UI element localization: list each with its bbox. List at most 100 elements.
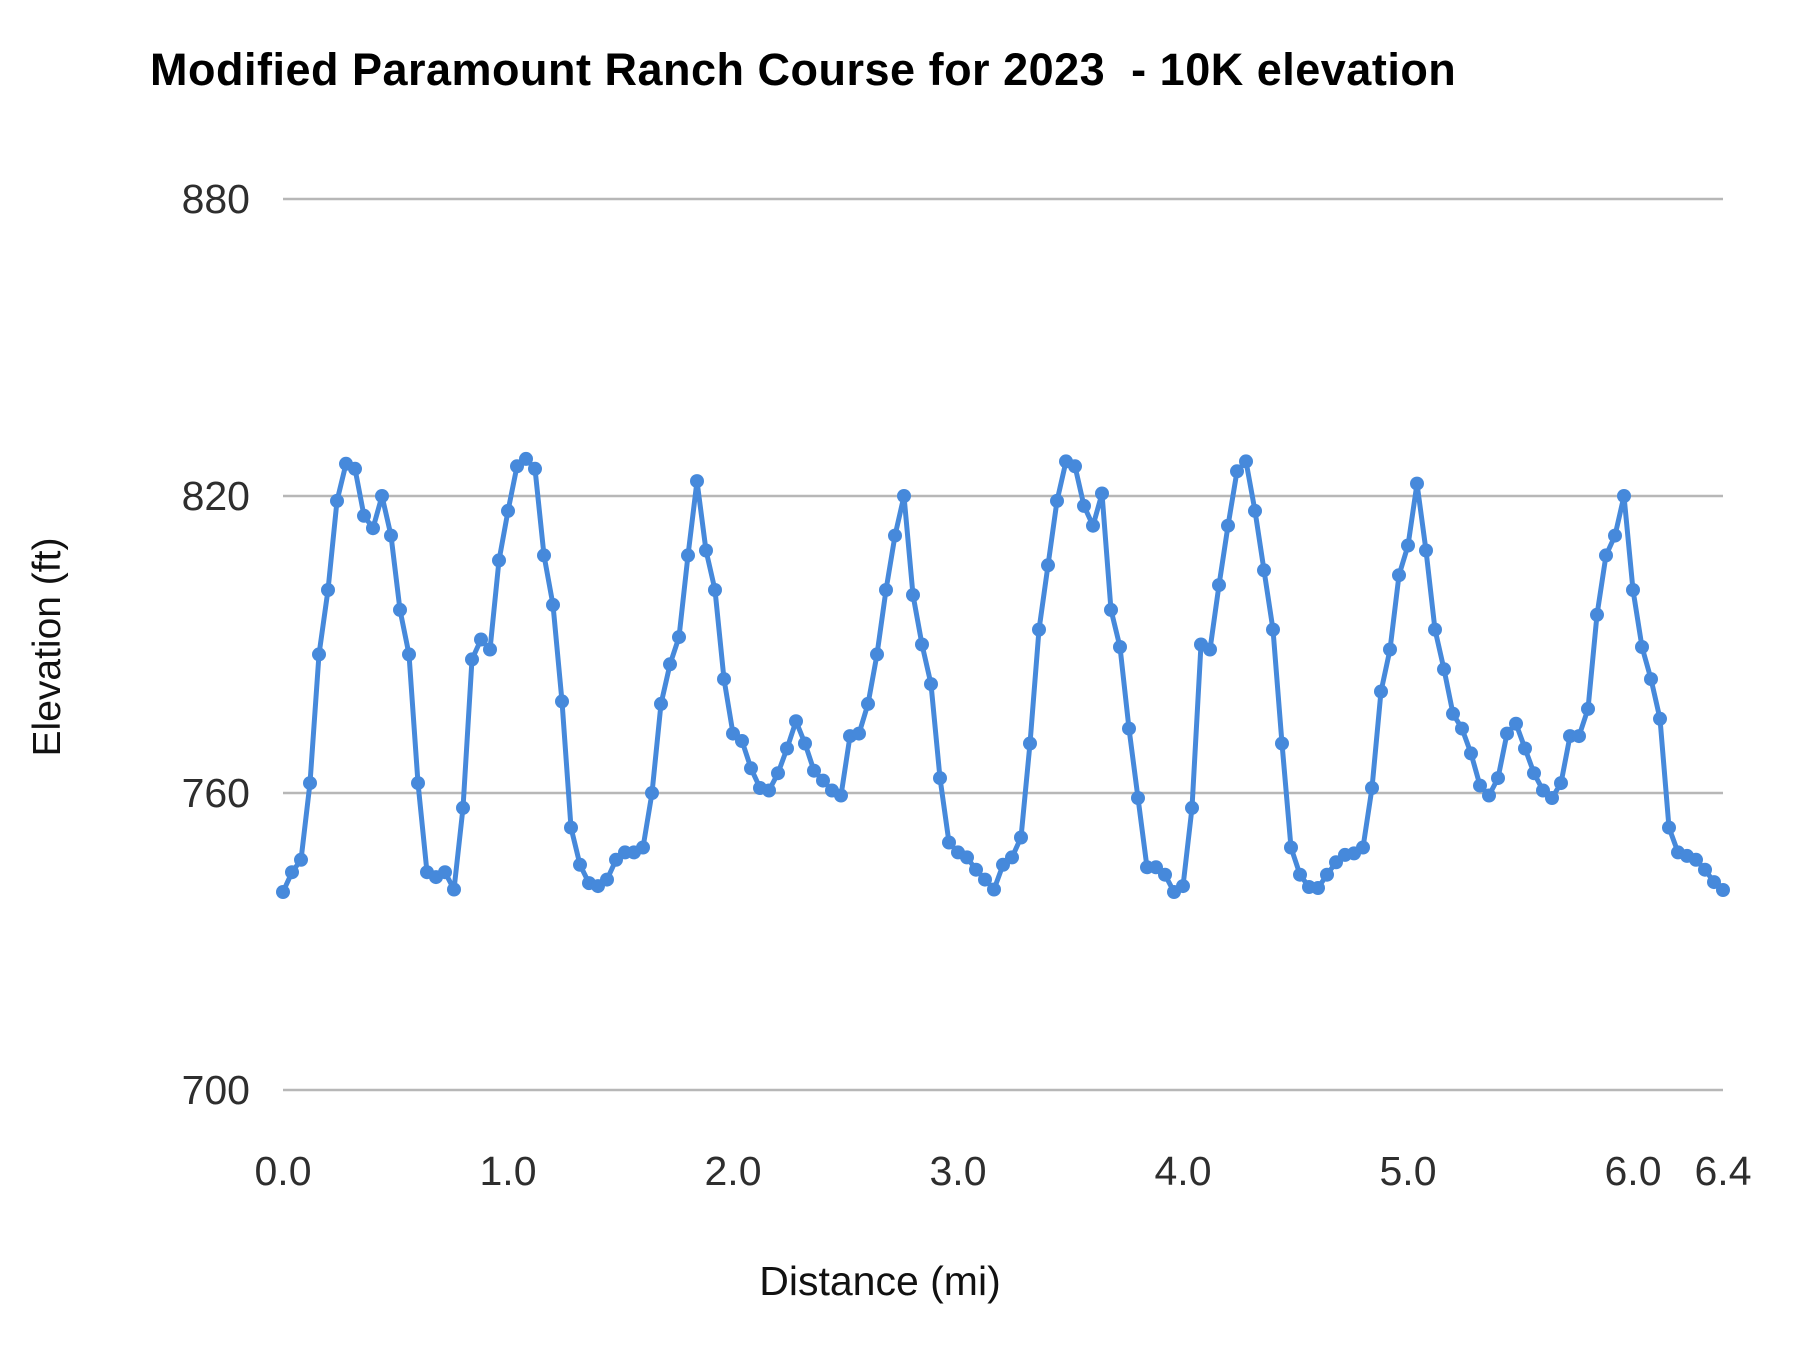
data-point (1311, 881, 1325, 895)
y-tick-label-700: 700 (182, 1067, 250, 1113)
data-point (384, 528, 398, 543)
data-point (1464, 746, 1478, 761)
data-point (852, 726, 866, 741)
data-point (1203, 642, 1217, 657)
data-point (1491, 771, 1505, 786)
data-point (1131, 791, 1145, 805)
data-point (285, 865, 299, 880)
data-point (1185, 800, 1199, 815)
x-tick-label-5.0: 5.0 (1380, 1148, 1437, 1194)
data-point (465, 652, 479, 667)
data-point (906, 588, 920, 602)
data-point (780, 741, 794, 756)
data-point (1689, 852, 1703, 867)
data-point (798, 736, 812, 751)
data-point (654, 696, 668, 711)
data-point (960, 850, 974, 865)
data-point (672, 630, 686, 645)
data-point (456, 800, 470, 815)
data-point (744, 761, 758, 776)
data-point (1257, 563, 1271, 578)
data-point (717, 672, 731, 687)
x-tick-label-1.0: 1.0 (480, 1148, 537, 1194)
y-tick-label-760: 760 (182, 770, 250, 816)
data-point (1095, 486, 1109, 501)
data-point (519, 451, 533, 466)
data-point (1581, 701, 1595, 716)
data-point (1500, 726, 1514, 741)
x-tick-label-4.0: 4.0 (1155, 1148, 1212, 1194)
x-tick-label-0.0: 0.0 (255, 1148, 312, 1194)
data-point (762, 783, 776, 798)
data-point (645, 786, 659, 800)
data-point (1068, 459, 1082, 474)
data-point (816, 773, 830, 788)
data-point (969, 862, 983, 877)
data-point (1014, 830, 1028, 845)
data-point (735, 734, 749, 748)
data-point (879, 583, 893, 597)
data-point (1320, 867, 1334, 882)
data-point (1716, 883, 1730, 897)
data-point (1230, 464, 1244, 479)
data-point (1635, 640, 1649, 654)
data-point (1509, 716, 1523, 731)
data-point (1293, 867, 1307, 882)
data-point (528, 461, 542, 476)
data-point (915, 637, 929, 652)
data-point (1041, 558, 1055, 573)
data-point (1239, 454, 1253, 469)
data-point (1032, 622, 1046, 637)
data-point (1653, 711, 1667, 726)
data-point (1446, 706, 1460, 721)
data-point (1662, 820, 1676, 835)
data-point (1428, 622, 1442, 637)
data-point (447, 882, 461, 897)
x-axis-title: Distance (mi) (759, 1258, 1001, 1304)
data-point (1212, 578, 1226, 593)
data-point (1158, 867, 1172, 882)
data-point (474, 632, 488, 647)
data-point (1356, 840, 1370, 855)
data-point (600, 872, 614, 887)
data-point (663, 657, 677, 672)
data-point (1275, 736, 1289, 751)
data-point (1455, 721, 1469, 736)
data-point (357, 508, 371, 523)
data-point (348, 461, 362, 476)
data-point (933, 771, 947, 786)
data-point (924, 677, 938, 692)
data-point (546, 597, 560, 612)
x-tick-label-6.4: 6.4 (1695, 1148, 1752, 1194)
data-point (1626, 583, 1640, 597)
data-point (366, 521, 380, 536)
data-point (1644, 672, 1658, 687)
data-point (1617, 489, 1631, 503)
data-point (834, 788, 848, 803)
data-point (987, 882, 1001, 897)
data-point (312, 647, 326, 662)
data-point (789, 714, 803, 729)
data-point (1374, 684, 1388, 699)
data-point (897, 489, 911, 503)
data-point (1284, 840, 1298, 855)
data-point (1365, 781, 1379, 795)
data-point (1518, 741, 1532, 756)
data-point (1176, 879, 1190, 894)
data-point (1419, 543, 1433, 558)
data-point (537, 548, 551, 563)
data-point (1698, 862, 1712, 877)
data-point (1707, 875, 1721, 890)
data-point (1482, 788, 1496, 803)
data-point (492, 553, 506, 568)
data-point (438, 865, 452, 880)
data-point (1383, 642, 1397, 657)
data-point (501, 503, 515, 518)
elevation-line (280, 456, 1726, 895)
data-point (1410, 476, 1424, 491)
data-point (1545, 791, 1559, 805)
data-point (771, 766, 785, 781)
data-point (1590, 607, 1604, 622)
data-point (708, 583, 722, 597)
